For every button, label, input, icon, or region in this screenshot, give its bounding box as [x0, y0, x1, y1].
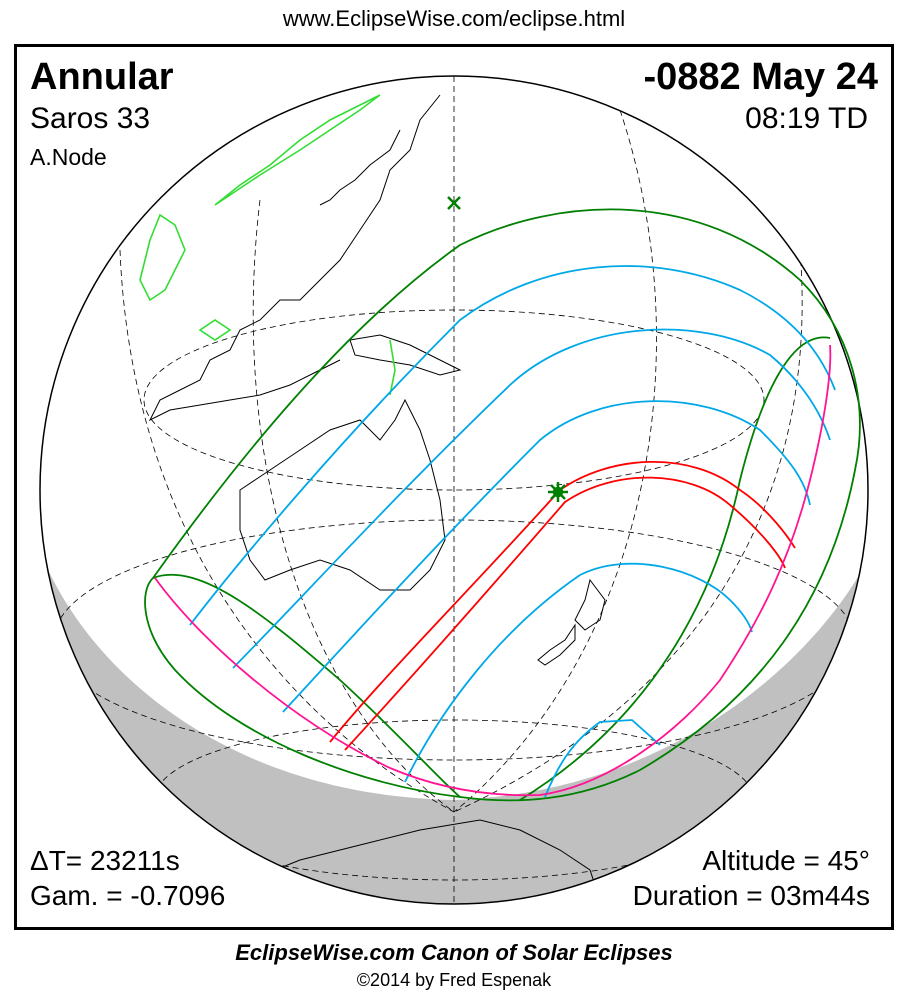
coast-australia — [239, 398, 446, 591]
central-path-south-limit — [344, 476, 786, 751]
eclipse-type: Annular — [30, 56, 174, 98]
penumbra-western-loop — [152, 573, 461, 798]
central-duration: Duration = 03m44s — [632, 880, 870, 911]
coast-new-zealand-south — [537, 623, 576, 666]
eclipse-time: 08:19 TD — [745, 102, 868, 135]
gamma: Gam. = -0.7096 — [30, 880, 226, 911]
coast-antarctica — [249, 819, 601, 901]
globe-outline — [39, 75, 869, 905]
rise-set-limit — [154, 344, 832, 797]
central-path-north-limit — [329, 460, 796, 743]
coast-east-asia — [148, 94, 441, 422]
node-label: A.Node — [30, 144, 107, 170]
penumbra-northern-limit — [144, 208, 861, 802]
subsolar-x-icon — [447, 196, 461, 210]
coast-new-zealand-north — [574, 578, 606, 631]
copyright: ©2014 by Fred Espenak — [356, 970, 552, 990]
delta-t: ΔT= 23211s — [30, 845, 180, 876]
partial-line-5 — [544, 719, 661, 798]
coastlines — [148, 94, 606, 901]
partial-line-4 — [404, 562, 753, 783]
coast-new-guinea — [349, 334, 462, 376]
saros-number: Saros 33 — [30, 102, 151, 135]
penumbra-eastern-limb — [519, 336, 831, 801]
map-frame — [14, 44, 894, 930]
partial-line-2 — [232, 328, 831, 669]
canon-title: EclipseWise.com Canon of Solar Eclipses — [235, 940, 673, 965]
partial-line-1 — [189, 265, 836, 626]
eclipse-date: -0882 May 24 — [643, 56, 879, 98]
coast-japan — [319, 129, 401, 206]
partial-line-3 — [282, 400, 811, 713]
day-region — [40, 76, 868, 800]
greatest-eclipse-star-icon — [548, 482, 568, 502]
ancient-coastline-overlay — [139, 94, 396, 396]
sun-altitude: Altitude = 45° — [702, 845, 870, 876]
source-url: www.EclipseWise.com/eclipse.html — [282, 6, 626, 31]
